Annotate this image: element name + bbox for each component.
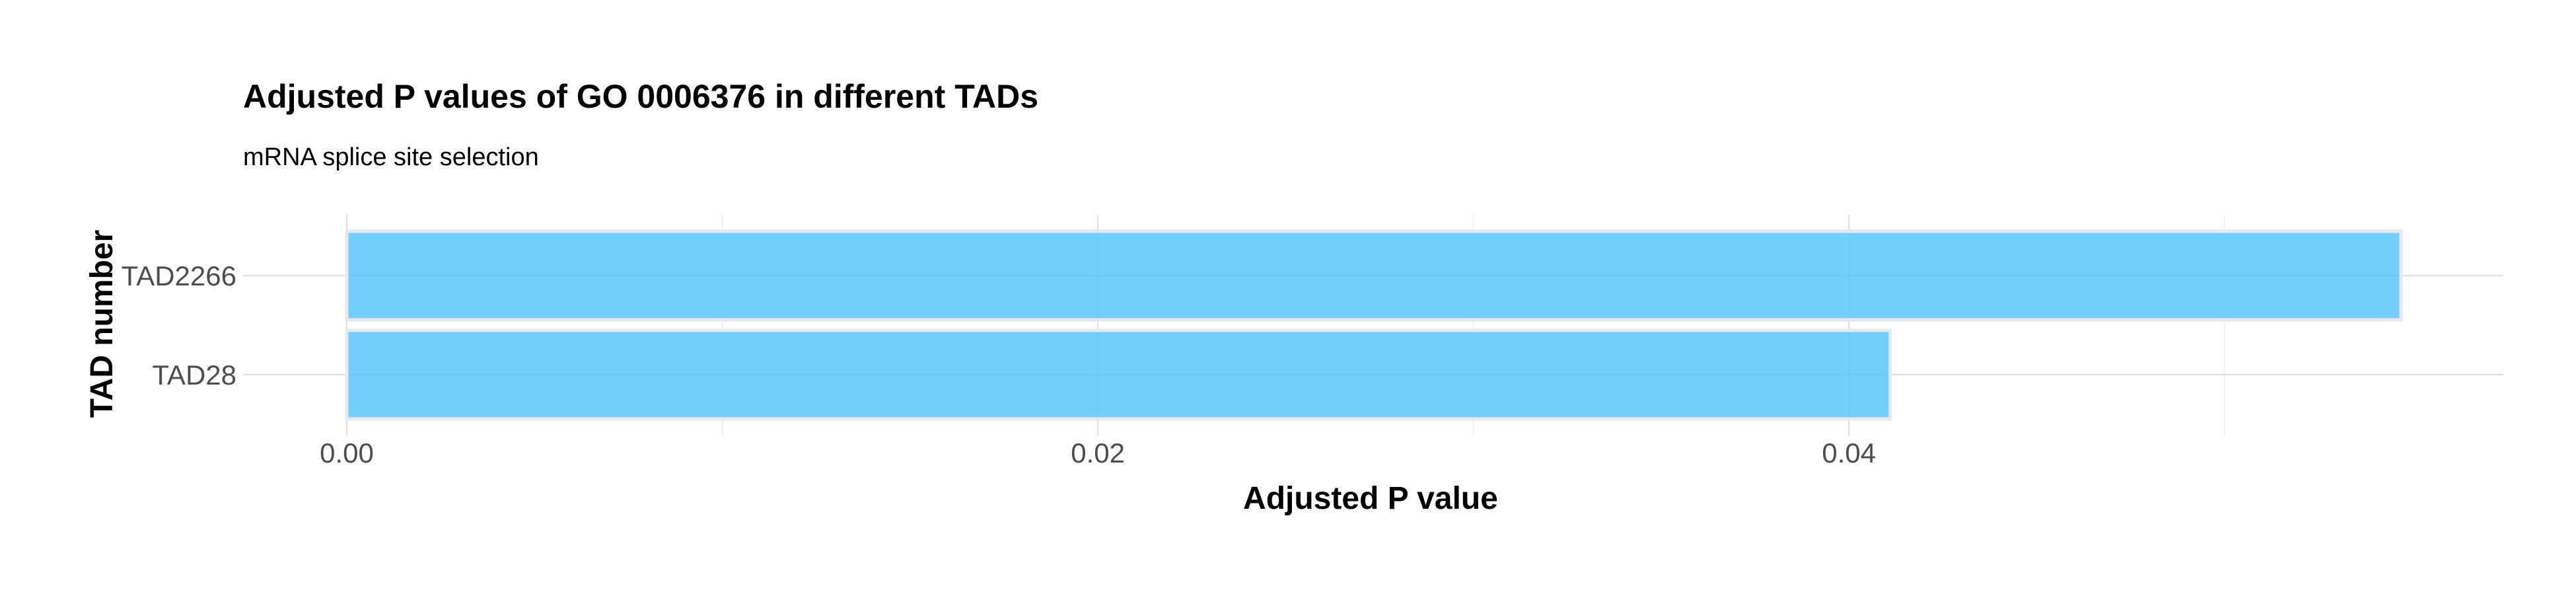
x-tick-label: 0.04 xyxy=(1822,437,1876,468)
chart-title: Adjusted P values of GO 0006376 in diffe… xyxy=(243,78,1038,115)
chart-subtitle: mRNA splice site selection xyxy=(243,143,539,171)
bar-tad28 xyxy=(345,328,1892,421)
x-axis-title: Adjusted P value xyxy=(1243,481,1498,516)
x-axis-ticks: 0.00 0.02 0.04 xyxy=(320,437,1876,468)
y-tick-label: TAD28 xyxy=(152,359,236,391)
y-tick-label: TAD2266 xyxy=(122,260,236,291)
x-tick-label: 0.02 xyxy=(1071,437,1125,468)
bar-tad2266 xyxy=(345,229,2403,322)
y-axis-ticks: TAD2266 TAD28 xyxy=(122,260,236,391)
y-axis-title: TAD number xyxy=(85,230,120,418)
bars xyxy=(345,229,2403,421)
x-tick-label: 0.00 xyxy=(320,437,374,468)
